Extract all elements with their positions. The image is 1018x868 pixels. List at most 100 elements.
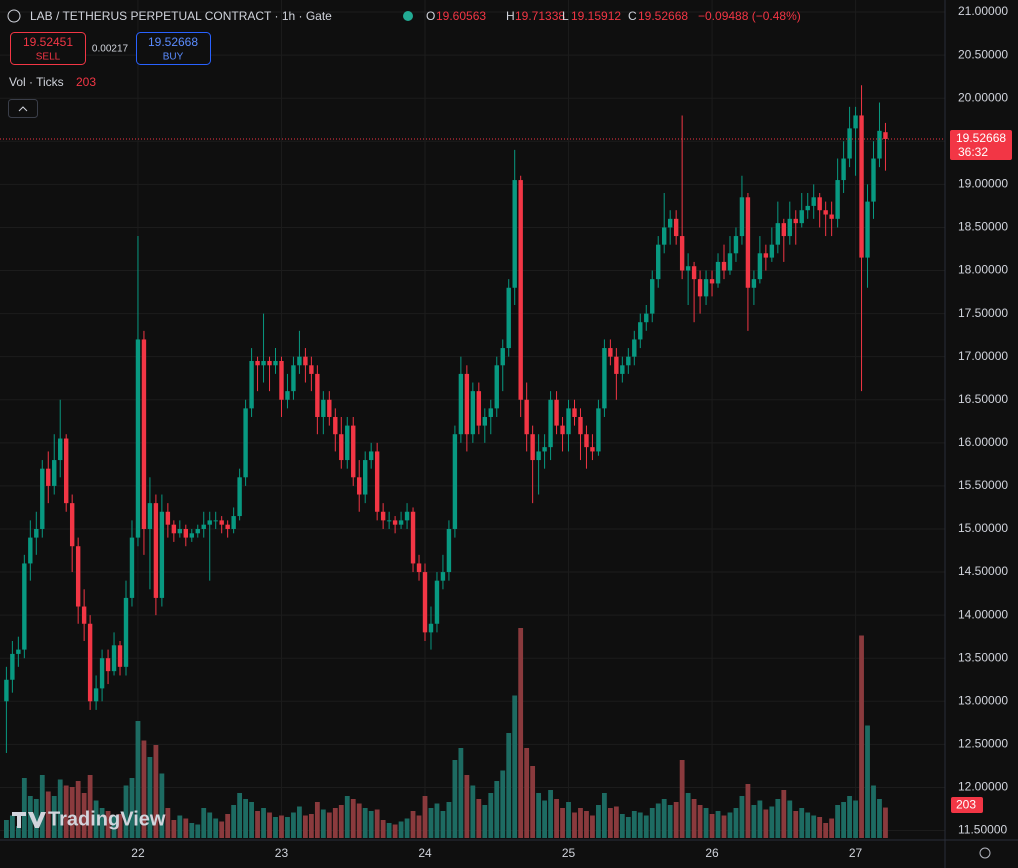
volume-bar xyxy=(464,775,470,838)
candle-body xyxy=(464,373,470,435)
candle-body xyxy=(775,223,781,245)
collapse-button[interactable] xyxy=(8,99,38,118)
volume-bar xyxy=(865,725,870,838)
candle-body xyxy=(165,511,171,525)
ohlc-value: 19.15912 xyxy=(571,9,621,23)
candle-body xyxy=(404,511,410,521)
volume-bar xyxy=(667,805,673,838)
buy-button[interactable] xyxy=(136,32,211,65)
y-tick-label: 12.50000 xyxy=(958,737,1008,751)
candle-body xyxy=(153,503,159,598)
candle-body xyxy=(626,356,631,366)
volume-bar xyxy=(871,785,876,838)
volume-bar xyxy=(147,757,153,838)
candle-body xyxy=(679,236,685,271)
candle-body xyxy=(64,438,69,504)
volume-bar xyxy=(763,809,769,838)
candle-body xyxy=(309,365,314,374)
candle-body xyxy=(494,365,499,409)
volume-bar xyxy=(751,805,757,838)
volume-bar xyxy=(422,796,428,838)
volume-bar xyxy=(805,812,811,838)
candle-body xyxy=(392,520,398,525)
volume-bar xyxy=(745,784,751,838)
candle-body xyxy=(673,218,679,237)
volume-bar xyxy=(476,799,482,838)
y-tick-label: 16.00000 xyxy=(958,435,1008,449)
volume-bar xyxy=(362,808,368,838)
volume-bar xyxy=(823,823,829,838)
volume-bar xyxy=(314,802,320,838)
candle-body xyxy=(357,477,362,495)
candle-body xyxy=(871,158,876,202)
candle-body xyxy=(440,572,446,581)
chart-title: LAB / TETHERUS PERPETUAL CONTRACT · 1h ·… xyxy=(30,9,332,23)
candle-body xyxy=(297,356,302,366)
volume-bar xyxy=(177,815,183,838)
candle-body xyxy=(512,180,517,288)
price-label: 19.52668 xyxy=(956,131,1006,145)
y-tick-label: 17.50000 xyxy=(958,306,1008,320)
volume-bar xyxy=(494,781,500,838)
candle-body xyxy=(703,279,709,297)
candle-body xyxy=(799,210,804,224)
y-tick-label: 14.00000 xyxy=(958,607,1008,621)
volume-bar xyxy=(787,800,793,838)
logo-mark xyxy=(12,812,46,828)
volume-bar xyxy=(105,811,111,838)
candle-body xyxy=(34,528,39,538)
candle-body xyxy=(482,416,487,426)
candle-body xyxy=(16,649,21,654)
volume-bar xyxy=(207,812,213,838)
x-tick-label: 27 xyxy=(849,846,863,860)
volume-bar xyxy=(291,812,296,838)
volume-bar xyxy=(165,808,171,838)
candle-body xyxy=(781,223,786,237)
candle-body xyxy=(476,391,482,426)
sell-button[interactable] xyxy=(10,32,86,65)
volume-bar xyxy=(93,800,99,838)
candle-body xyxy=(458,373,464,435)
candle-body xyxy=(81,606,87,624)
volume-bar xyxy=(33,799,39,838)
volume-bar xyxy=(87,775,93,838)
candle-body xyxy=(578,416,583,435)
volume-bar xyxy=(703,808,709,838)
candle-body xyxy=(847,128,852,159)
volume-bar xyxy=(452,760,458,838)
volume-bar xyxy=(488,793,494,838)
volume-bar xyxy=(721,815,727,838)
volume-bar xyxy=(153,745,159,838)
candle-body xyxy=(351,425,356,478)
volume-bar xyxy=(554,799,559,838)
candle-body xyxy=(787,218,792,237)
y-tick-label: 13.00000 xyxy=(958,693,1008,707)
candle-body xyxy=(123,597,129,667)
volume-bar xyxy=(368,811,374,838)
volume-bar xyxy=(757,800,763,838)
volume-bar xyxy=(859,635,864,838)
candle-body xyxy=(638,322,643,340)
volume-bar xyxy=(536,793,542,838)
candle-body xyxy=(345,425,350,461)
volume-bar xyxy=(733,808,739,838)
settings-icon[interactable] xyxy=(979,847,991,859)
candle-body xyxy=(500,348,505,366)
candle-body xyxy=(685,266,691,271)
y-tick-label: 15.00000 xyxy=(958,521,1008,535)
candle-body xyxy=(715,261,721,284)
volume-bar xyxy=(356,803,362,838)
volume-bar xyxy=(602,793,607,838)
x-tick-label: 23 xyxy=(275,846,289,860)
volume-bar xyxy=(416,815,422,838)
candle-body xyxy=(470,391,476,435)
volume-bar xyxy=(619,814,625,838)
volume-bar xyxy=(518,628,524,838)
volume-bar xyxy=(625,817,631,838)
candle-body xyxy=(422,572,428,633)
volume-bar xyxy=(829,818,835,838)
volume-bar xyxy=(69,787,75,838)
candle-body xyxy=(207,520,212,525)
candle-body xyxy=(428,623,434,633)
